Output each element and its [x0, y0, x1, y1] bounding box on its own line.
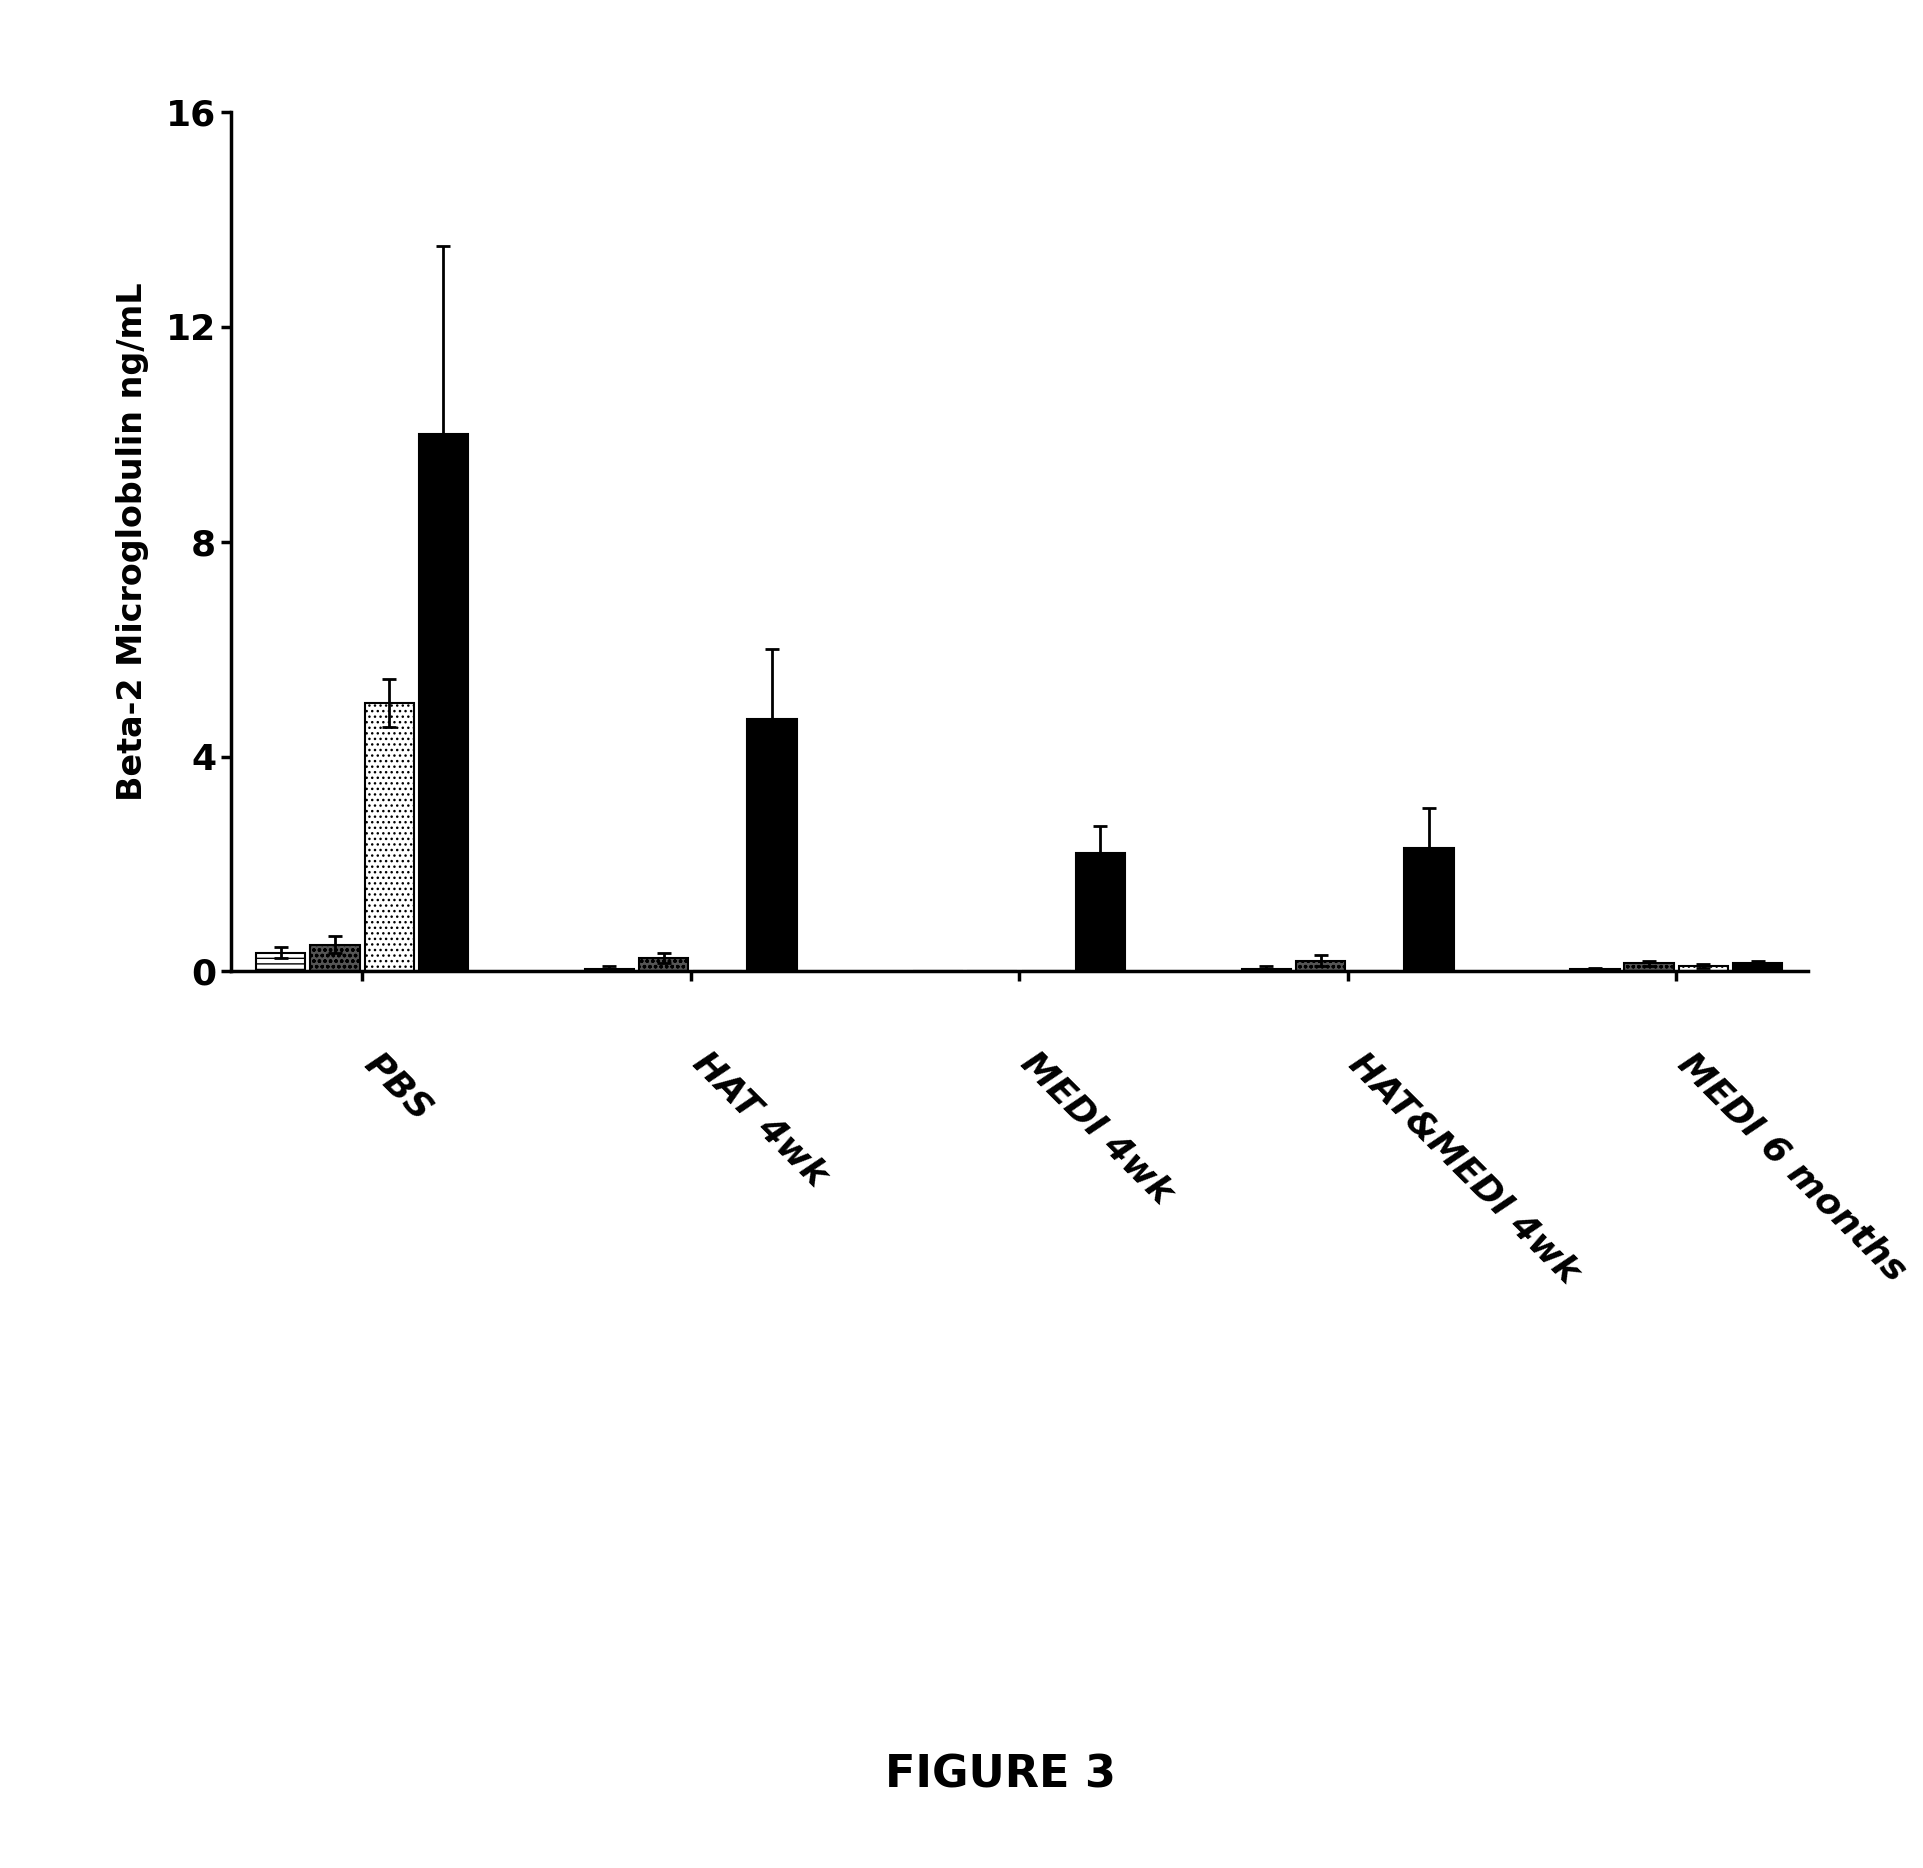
- Bar: [365, 702, 413, 971]
- Bar: [310, 945, 360, 971]
- Bar: [1625, 964, 1673, 971]
- Bar: [638, 958, 688, 971]
- Bar: [748, 719, 796, 971]
- Text: MEDI 4wk: MEDI 4wk: [1013, 1046, 1179, 1210]
- Bar: [419, 433, 467, 971]
- Text: FIGURE 3: FIGURE 3: [885, 1752, 1115, 1797]
- Bar: [1075, 854, 1125, 971]
- Bar: [256, 953, 306, 971]
- Text: PBS: PBS: [358, 1046, 438, 1126]
- Bar: [1679, 966, 1729, 971]
- Bar: [585, 969, 635, 971]
- Text: HAT 4wk: HAT 4wk: [687, 1046, 833, 1194]
- Bar: [1733, 964, 1783, 971]
- Y-axis label: Beta-2 Microglobulin ng/mL: Beta-2 Microglobulin ng/mL: [115, 282, 150, 801]
- Text: HAT&MEDI 4wk: HAT&MEDI 4wk: [1342, 1046, 1586, 1289]
- Text: MEDI 6 months: MEDI 6 months: [1671, 1046, 1913, 1287]
- Bar: [1296, 960, 1346, 971]
- Bar: [1242, 969, 1290, 971]
- Bar: [1571, 969, 1619, 971]
- Bar: [1404, 848, 1454, 971]
